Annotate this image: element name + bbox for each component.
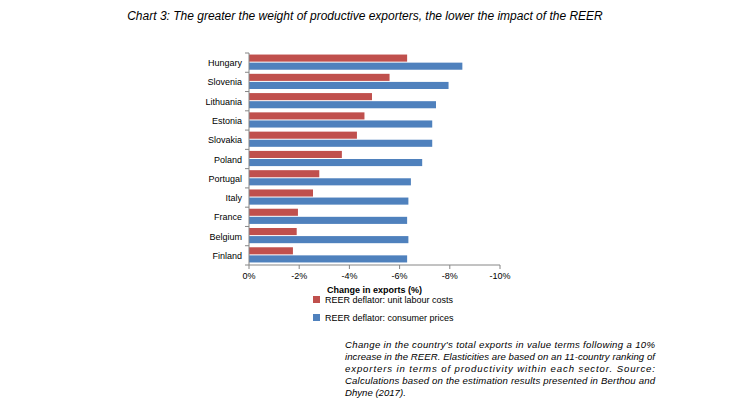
bar xyxy=(249,209,298,216)
category-label: Lithuania xyxy=(205,97,242,107)
category-label: Hungary xyxy=(208,58,243,68)
bar xyxy=(249,63,462,70)
bar xyxy=(249,189,313,196)
x-tick xyxy=(299,265,300,269)
bar xyxy=(249,247,293,254)
category-tick xyxy=(245,207,249,208)
category-label: Slovenia xyxy=(207,77,242,87)
x-tick xyxy=(500,265,501,269)
category-label: Slovakia xyxy=(208,135,242,145)
category-tick xyxy=(245,265,249,266)
bar xyxy=(249,140,432,147)
category-label: Poland xyxy=(214,155,242,165)
category-tick xyxy=(245,72,249,73)
x-tick-label: -8% xyxy=(442,271,458,281)
bar xyxy=(249,236,408,243)
y-axis xyxy=(249,53,250,265)
x-tick-label: -4% xyxy=(341,271,357,281)
category-tick xyxy=(245,187,249,188)
bars xyxy=(249,55,462,263)
x-tick xyxy=(449,265,450,269)
category-label: Finland xyxy=(212,251,242,261)
caption: exporters in terms of productivity withi… xyxy=(345,363,655,374)
category-tick xyxy=(245,53,249,54)
category-label: Belgium xyxy=(209,232,242,242)
legend-swatch xyxy=(313,296,320,303)
x-tick xyxy=(249,265,250,269)
bar xyxy=(249,255,407,262)
x-tick-label: -10% xyxy=(489,271,510,281)
legend-label: REER deflator: consumer prices xyxy=(325,313,454,323)
bar xyxy=(249,198,408,205)
bar xyxy=(249,170,319,177)
category-label: Portugal xyxy=(208,174,242,184)
category-label: Italy xyxy=(225,193,242,203)
category-tick xyxy=(245,149,249,150)
category-tick xyxy=(245,168,249,169)
x-tick xyxy=(349,265,350,269)
category-tick xyxy=(245,245,249,246)
bar xyxy=(249,93,372,100)
x-axis-label: Change in exports (%) xyxy=(327,285,422,295)
category-tick xyxy=(245,130,249,131)
category-label: France xyxy=(214,212,242,222)
bar xyxy=(249,159,422,166)
bar xyxy=(249,55,407,62)
bar xyxy=(249,151,342,158)
category-tick xyxy=(245,110,249,111)
bar xyxy=(249,112,364,119)
category-label: Estonia xyxy=(212,116,242,126)
title: Chart 3: The greater the weight of produ… xyxy=(127,9,603,23)
category-tick xyxy=(245,226,249,227)
x-axis xyxy=(249,265,500,266)
bar xyxy=(249,120,432,127)
caption: Calculations based on the estimation res… xyxy=(345,375,656,386)
caption: Dhyne (2017). xyxy=(345,387,406,398)
x-tick-label: -2% xyxy=(291,271,307,281)
legend: REER deflator: unit labour costs REER def… xyxy=(313,295,454,323)
bar xyxy=(249,132,357,139)
bar xyxy=(249,178,411,185)
bar xyxy=(249,101,436,108)
legend-label: REER deflator: unit labour costs xyxy=(325,295,454,305)
bar xyxy=(249,217,407,224)
caption: Change in the country's total exports in… xyxy=(345,339,655,350)
bar xyxy=(249,74,390,81)
legend-swatch xyxy=(313,314,320,321)
bar xyxy=(249,228,297,235)
caption: increase in the REER. Elasticities are b… xyxy=(345,351,656,362)
x-tick-label: -6% xyxy=(392,271,408,281)
bar xyxy=(249,82,449,89)
chart: Chart 3: The greater the weight of produ… xyxy=(0,0,730,410)
category-tick xyxy=(245,91,249,92)
x-tick xyxy=(399,265,400,269)
x-tick-label: 0% xyxy=(242,271,255,281)
